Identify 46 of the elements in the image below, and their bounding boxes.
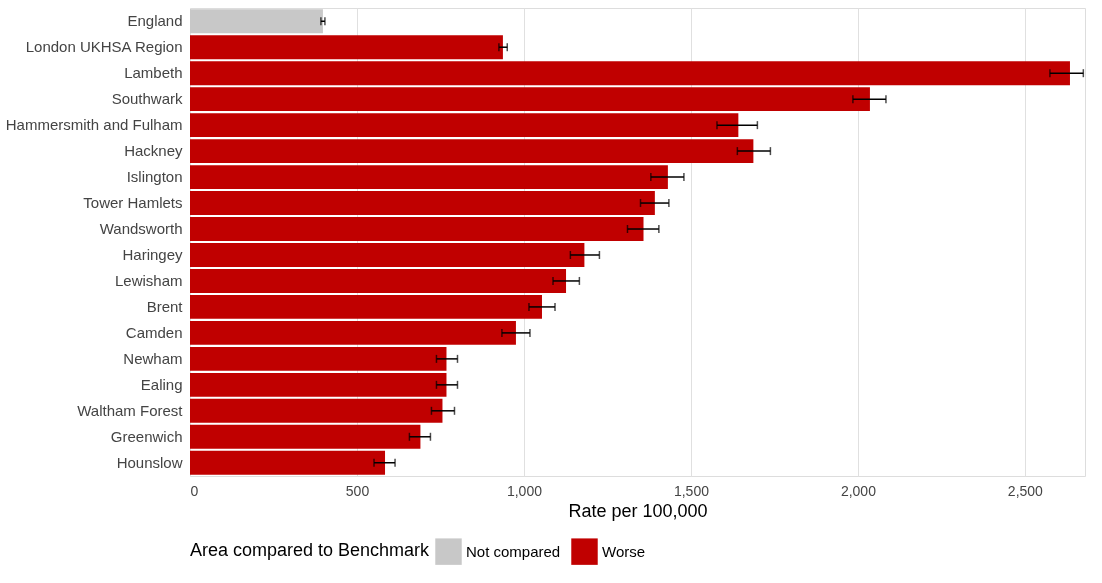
y-tick-label: Southwark [111, 90, 183, 108]
bar [190, 424, 421, 449]
bar [190, 269, 567, 293]
y-tick-label: Greenwich [110, 427, 183, 445]
bar [190, 61, 1070, 86]
legend-label: Not compared [466, 542, 561, 560]
y-tick-label: Brent [146, 297, 184, 315]
bar [190, 191, 655, 215]
bar [190, 9, 323, 34]
bar [190, 113, 739, 138]
y-tick-label: London UKHSA Region [25, 38, 183, 56]
x-tick-label: 500 [345, 482, 370, 499]
y-tick-label: Newham [123, 349, 183, 367]
bar [190, 372, 447, 397]
y-tick-label: Tower Hamlets [83, 194, 183, 212]
x-tick-label: 1,000 [506, 482, 543, 499]
bar [190, 35, 503, 60]
y-tick-label: Hounslow [116, 453, 183, 471]
bar [190, 139, 754, 164]
y-tick-label: Waltham Forest [77, 401, 184, 419]
legend-title: Area compared to Benchmark [190, 540, 431, 560]
y-tick-label: Ealing [140, 375, 183, 393]
x-tick-label: 2,000 [840, 482, 877, 499]
bar [190, 450, 386, 475]
y-tick-label: Haringey [122, 245, 183, 263]
bar [190, 217, 644, 241]
bar [190, 294, 542, 319]
y-tick-label: Islington [126, 168, 183, 186]
y-tick-label: Hackney [124, 142, 183, 160]
y-tick-label: Wandsworth [99, 220, 183, 238]
y-tick-label: Hammersmith and Fulham [5, 116, 183, 134]
y-tick-label: England [127, 12, 183, 30]
bar [190, 320, 516, 345]
y-tick-label: Lambeth [124, 64, 183, 82]
x-axis-title: Rate per 100,000 [568, 500, 708, 521]
bar [190, 243, 585, 267]
bar [190, 398, 443, 423]
y-tick-label: Lewisham [114, 271, 183, 289]
y-tick-label: Camden [125, 323, 183, 341]
x-tick-label: 0 [190, 482, 199, 499]
bar [190, 165, 668, 190]
bar [190, 87, 870, 112]
legend-label: Worse [602, 542, 646, 560]
bar [190, 346, 447, 371]
x-tick-label: 1,500 [673, 482, 710, 499]
x-tick-label: 2,500 [1007, 482, 1044, 499]
